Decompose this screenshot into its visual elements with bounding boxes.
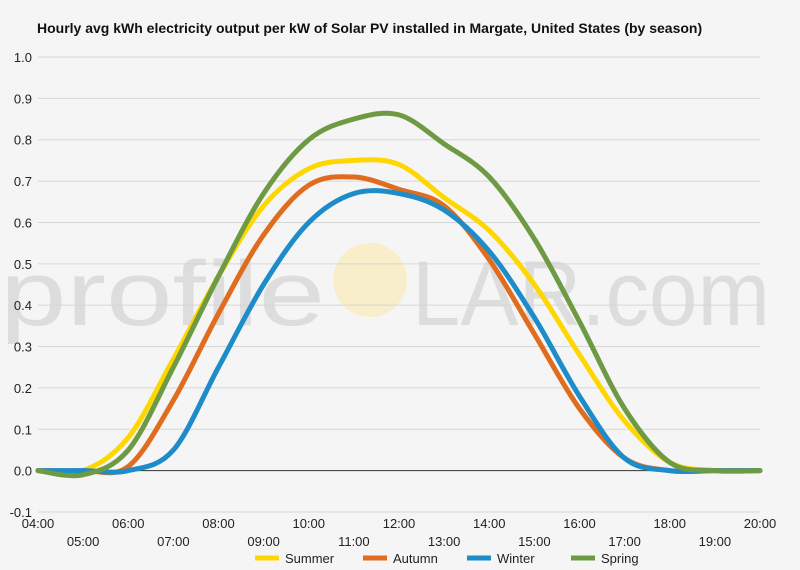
x-tick-label: 09:00 (247, 534, 280, 549)
watermark-left: profile (0, 243, 325, 345)
y-tick-label: -0.1 (10, 505, 32, 520)
y-tick-label: 0.6 (14, 215, 32, 230)
legend: Summer Autumn Winter Spring (255, 551, 639, 566)
x-tick-label: 11:00 (338, 534, 370, 549)
x-tick-label: 14:00 (473, 516, 506, 531)
x-tick-label: 06:00 (112, 516, 145, 531)
x-tick-label: 10:00 (292, 516, 325, 531)
x-tick-label: 04:00 (22, 516, 55, 531)
legend-label: Summer (285, 551, 335, 566)
y-tick-label: 0.8 (14, 133, 32, 148)
x-tick-label: 05:00 (67, 534, 100, 549)
y-tick-label: 0.2 (14, 381, 32, 396)
y-tick-label: 0.5 (14, 257, 32, 272)
x-tick-label: 13:00 (428, 534, 461, 549)
y-tick-label: 0.3 (14, 340, 32, 355)
y-tick-label: 0.1 (14, 422, 32, 437)
y-tick-label: 0.0 (14, 464, 32, 479)
x-axis: 04:00 06:00 08:00 10:00 12:00 14:00 16:00 18:00… (22, 516, 777, 549)
chart-title: Hourly avg kWh electricity output per kW… (37, 20, 702, 36)
legend-label: Winter (497, 551, 535, 566)
x-tick-label: 07:00 (157, 534, 190, 549)
x-tick-label: 19:00 (699, 534, 732, 549)
series-line-winter (35, 188, 763, 475)
y-axis: 1.0 0.9 0.8 0.7 0.6 0.5 0.4 0.3 0.2 0.1 0.0 -0.1 (10, 50, 32, 520)
y-tick-label: 0.9 (14, 91, 32, 106)
x-tick-label: 16:00 (563, 516, 596, 531)
legend-label: Spring (601, 551, 639, 566)
watermark: profile LAR.com (0, 243, 770, 345)
y-tick-label: 0.7 (14, 174, 32, 189)
x-tick-label: 12:00 (383, 516, 416, 531)
series-lines (35, 110, 763, 479)
x-tick-label: 17:00 (608, 534, 641, 549)
x-tick-label: 15:00 (518, 534, 551, 549)
x-tick-label: 08:00 (202, 516, 235, 531)
watermark-sun (333, 243, 407, 317)
series-line-spring (35, 110, 763, 479)
legend-label: Autumn (393, 551, 438, 566)
x-tick-label: 20:00 (744, 516, 777, 531)
y-tick-label: 1.0 (14, 50, 32, 65)
series-line-summer (35, 157, 763, 476)
y-tick-label: 0.4 (14, 298, 32, 313)
x-tick-label: 18:00 (653, 516, 686, 531)
watermark-right: LAR.com (412, 243, 770, 345)
